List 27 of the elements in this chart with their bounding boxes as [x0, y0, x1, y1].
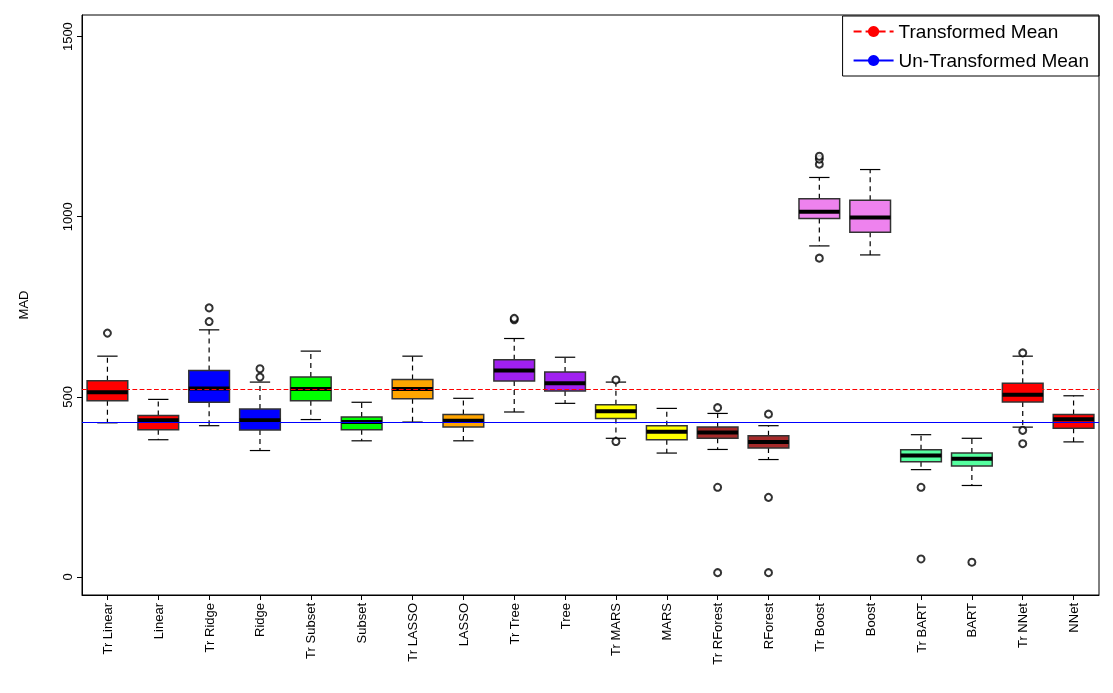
y-tick-label: 500 [60, 386, 75, 408]
x-tick-label: Tr Boost [811, 602, 827, 652]
x-tick-label: Tr NNet [1015, 602, 1031, 649]
x-tick-label: Tr LASSO [405, 603, 421, 662]
x-tick-label: Tr Linear [99, 602, 115, 655]
x-tick-label: Tr Ridge [201, 603, 217, 653]
legend-label: Transformed Mean [898, 21, 1059, 42]
x-tick-label: Tr Subset [303, 602, 319, 659]
x-tick-label: Tr RForest [710, 602, 726, 665]
x-tick-label: Boost [862, 602, 878, 637]
x-tick-label: RForest [760, 602, 776, 650]
x-tick-label: Ridge [252, 603, 268, 637]
x-tick-label: Tr Tree [506, 603, 522, 645]
legend-label: Un-Transformed Mean [898, 50, 1089, 71]
x-tick-label: BART [964, 602, 980, 638]
x-tick-label: LASSO [455, 603, 471, 647]
x-tick-label: Tree [557, 603, 573, 630]
x-tick-label: MARS [659, 602, 675, 641]
x-tick-label: Tr MARS [608, 602, 624, 656]
y-tick-label: 1000 [60, 202, 75, 232]
x-tick-label: Linear [150, 602, 166, 640]
y-tick-label: 0 [60, 573, 75, 581]
x-tick-label: Tr BART [913, 602, 929, 653]
y-axis-title: MAD [16, 290, 31, 320]
y-tick-label: 1500 [60, 22, 75, 52]
x-tick-label: NNet [1066, 602, 1082, 633]
x-tick-label: Subset [354, 602, 370, 644]
